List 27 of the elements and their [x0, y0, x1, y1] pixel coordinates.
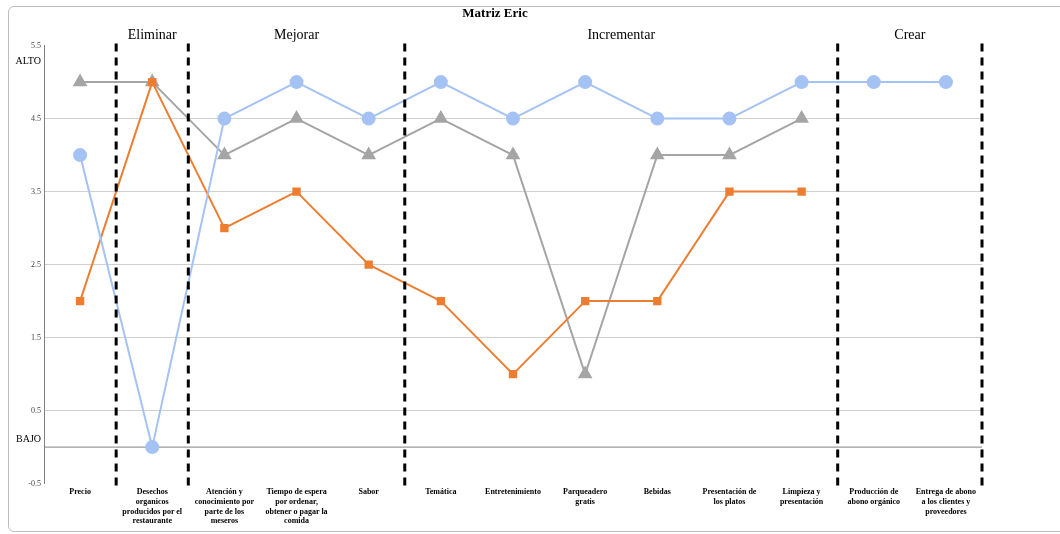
y-tick-label: 2.5 [31, 259, 41, 269]
y-tick-label: 3.5 [31, 186, 41, 196]
x-tick-label: Tiempo de espera por ordenar, obtener o pagar la comida [265, 487, 328, 526]
text: Mejorar [273, 27, 320, 43]
y-tick-label: 4.5 [31, 113, 41, 123]
y-tick-label: 5.5 [31, 40, 41, 50]
x-tick-label: Sabor [358, 487, 380, 497]
x-tick-label: Entretenimiento [485, 487, 541, 497]
text: Incrementar [587, 27, 656, 43]
text: ALTO [15, 55, 41, 67]
x-tick-label: Atención y conocimiento por parte de los meseros [194, 487, 255, 526]
x-tick-label: Parqueadero gratis [563, 487, 608, 507]
y-tick-label: 0.5 [31, 405, 41, 415]
text: Crear [894, 27, 926, 43]
x-tick-label: Presentación de los platos [702, 487, 757, 507]
x-tick-label: Bebidas [643, 487, 671, 497]
text: Eliminar [127, 27, 178, 43]
x-tick-label: Entrega de abono a los clientes y proveedores [915, 487, 977, 516]
x-tick-label: Producción de abono orgánico [847, 487, 901, 507]
x-tick-label: Limpieza y presentación [779, 487, 824, 507]
x-tick-label: Temática [425, 487, 457, 497]
y-tick-label: -0.5 [28, 478, 41, 488]
text: BAJO [15, 433, 41, 445]
x-tick-label: Desechos organicos producidos por el restaurante [122, 487, 183, 526]
chart-title: Matriz Eric [462, 5, 528, 21]
x-tick-label: Precio [69, 487, 91, 497]
y-tick-label: 1.5 [31, 332, 41, 342]
